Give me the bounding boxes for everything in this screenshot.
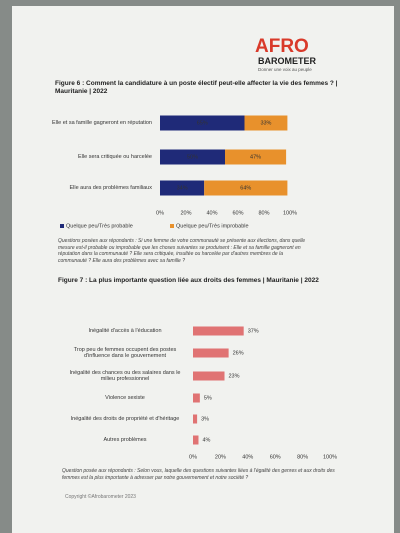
note: Questions posées aux répondants : Si une… xyxy=(58,238,306,264)
category-label: Autres problèmes xyxy=(103,436,147,443)
tagline: Donner une voix au peuple xyxy=(258,67,312,72)
category-label: Elle et sa famille gagneront en réputati… xyxy=(52,119,152,126)
figure-title: Figure 7 : La plus importante question l… xyxy=(58,277,319,284)
note: Question posée aux répondants : Selon vo… xyxy=(62,468,335,481)
logo-bottom: BAROMETER xyxy=(258,56,316,66)
figure-title: Figure 6 : Comment la candidature à un p… xyxy=(55,80,338,95)
paper xyxy=(12,6,394,533)
logo-top: AFRO xyxy=(255,36,309,57)
category-label: Inégalité des chances ou des salaires da… xyxy=(69,369,181,383)
category-label: Inégalité d'accès à l'éducation xyxy=(88,327,162,334)
category-label: Elle aura des problèmes familiaux xyxy=(69,184,152,191)
category-label: Inégalité des droits de propriété et d'h… xyxy=(70,415,180,422)
category-label: Violence sexiste xyxy=(105,394,145,401)
category-label: Trop peu de femmes occupent des postes d… xyxy=(73,346,177,360)
category-label: Elle sera critiquée ou harcelée xyxy=(78,153,152,160)
footer: Copyright ©Afrobarometer 2023 xyxy=(65,494,136,500)
